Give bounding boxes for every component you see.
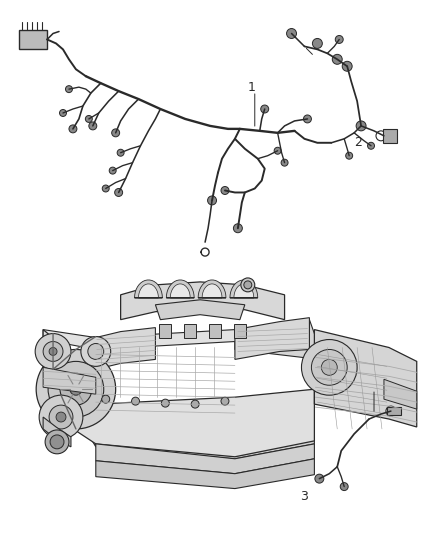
Circle shape [81, 336, 111, 366]
Circle shape [191, 400, 199, 408]
Circle shape [357, 122, 365, 130]
Text: 2: 2 [354, 135, 362, 149]
Polygon shape [43, 320, 309, 350]
Circle shape [340, 482, 348, 490]
Circle shape [49, 348, 57, 356]
Circle shape [346, 152, 353, 159]
Circle shape [332, 54, 342, 64]
Bar [209, 324, 221, 337]
Circle shape [376, 131, 386, 141]
Polygon shape [198, 280, 226, 298]
Circle shape [356, 121, 366, 131]
Bar [19, 29, 47, 50]
Polygon shape [170, 284, 190, 298]
Polygon shape [230, 280, 258, 298]
Text: 3: 3 [300, 490, 308, 503]
Bar [234, 324, 246, 337]
Circle shape [311, 350, 347, 385]
Circle shape [115, 189, 123, 197]
Circle shape [49, 405, 73, 429]
Circle shape [60, 109, 67, 116]
Polygon shape [96, 444, 314, 474]
Circle shape [102, 395, 110, 403]
Circle shape [89, 122, 97, 130]
Polygon shape [96, 429, 314, 459]
Circle shape [117, 149, 124, 156]
Circle shape [43, 342, 63, 361]
Polygon shape [235, 320, 389, 367]
Polygon shape [314, 329, 417, 427]
Bar [383, 129, 397, 143]
Circle shape [56, 412, 66, 422]
Circle shape [112, 129, 120, 137]
Polygon shape [384, 379, 417, 409]
Circle shape [85, 116, 92, 123]
Circle shape [45, 430, 69, 454]
Circle shape [161, 399, 170, 407]
Circle shape [221, 397, 229, 405]
Circle shape [50, 435, 64, 449]
Polygon shape [134, 280, 162, 298]
Circle shape [48, 361, 104, 417]
Circle shape [321, 359, 337, 375]
Circle shape [301, 340, 357, 395]
Polygon shape [155, 300, 245, 320]
Circle shape [69, 125, 77, 133]
Circle shape [342, 61, 352, 71]
Circle shape [335, 36, 343, 43]
Circle shape [244, 281, 252, 289]
Polygon shape [43, 417, 71, 447]
Bar [387, 407, 401, 415]
Circle shape [36, 350, 116, 429]
Polygon shape [166, 280, 194, 298]
Circle shape [88, 343, 104, 359]
Circle shape [221, 187, 229, 195]
Polygon shape [138, 284, 159, 298]
Polygon shape [43, 329, 314, 457]
Text: 1: 1 [248, 80, 256, 94]
Polygon shape [235, 318, 309, 359]
Polygon shape [120, 282, 285, 320]
Circle shape [39, 395, 83, 439]
Circle shape [312, 38, 322, 49]
Polygon shape [43, 340, 96, 447]
Circle shape [315, 474, 324, 483]
Circle shape [131, 397, 140, 405]
Circle shape [102, 185, 109, 192]
Circle shape [109, 167, 116, 174]
Polygon shape [202, 284, 222, 298]
Circle shape [60, 373, 92, 405]
Circle shape [386, 406, 396, 416]
Circle shape [65, 86, 72, 93]
Polygon shape [96, 459, 314, 489]
Polygon shape [96, 328, 155, 369]
Polygon shape [43, 367, 96, 394]
Circle shape [281, 159, 288, 166]
Circle shape [208, 196, 216, 205]
Circle shape [261, 105, 268, 113]
Polygon shape [234, 284, 254, 298]
Bar [159, 324, 171, 337]
Circle shape [286, 29, 297, 38]
Circle shape [241, 278, 255, 292]
Circle shape [304, 115, 311, 123]
Circle shape [274, 147, 281, 154]
Circle shape [70, 383, 82, 395]
Circle shape [233, 224, 242, 233]
Circle shape [35, 334, 71, 369]
Circle shape [367, 142, 374, 149]
Bar [184, 324, 196, 337]
